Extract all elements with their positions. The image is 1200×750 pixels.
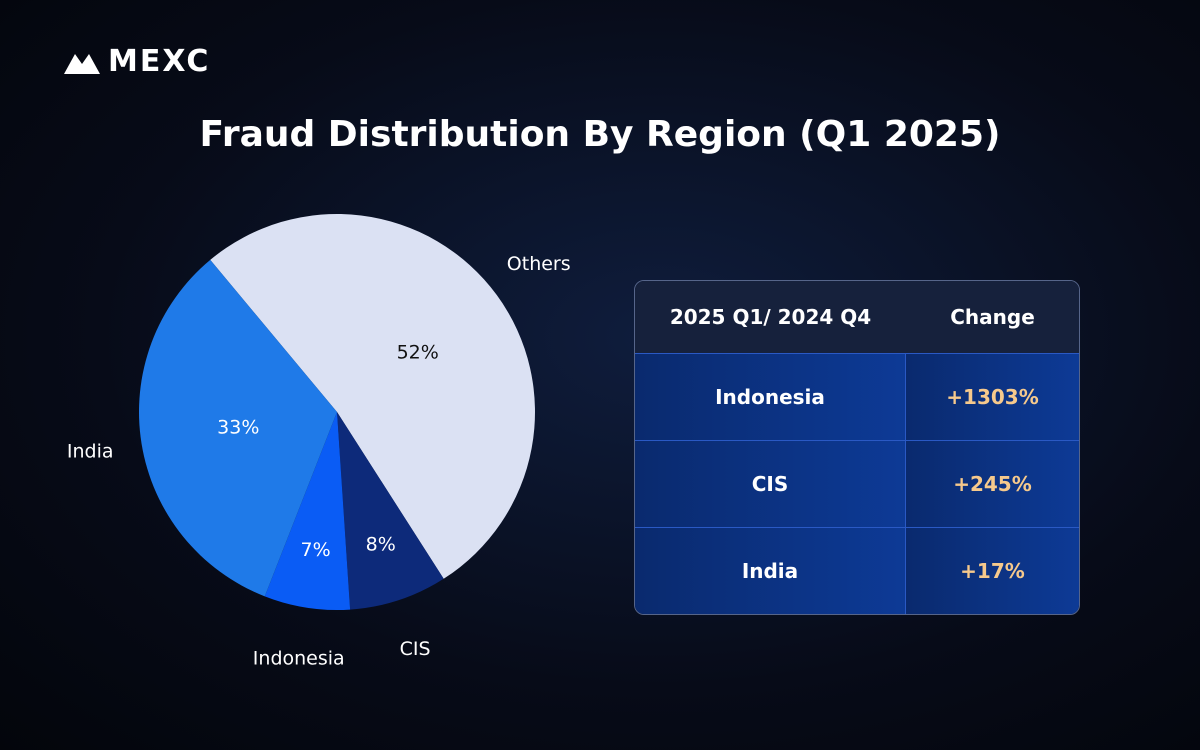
table-header: 2025 Q1/ 2024 Q4 Change <box>635 281 1079 353</box>
pie-slice <box>264 412 351 610</box>
value-label: 52% <box>397 341 439 363</box>
header-cell: Change <box>906 281 1079 353</box>
value-label: 33% <box>217 416 259 438</box>
change-cell: +1303% <box>906 353 1079 440</box>
pie-slice <box>139 259 337 597</box>
change-cell: +17% <box>906 527 1079 614</box>
logo-icon <box>64 53 100 74</box>
table-row: Indonesia +1303% <box>635 353 1079 440</box>
pie-slice <box>210 214 535 579</box>
logo: MEXC <box>64 44 210 79</box>
value-label: 8% <box>366 533 396 555</box>
pie-slice <box>337 412 444 610</box>
chart-title: Fraud Distribution By Region (Q1 2025) <box>199 114 1001 155</box>
pie-chart: 52% Others 8% CIS 7% Indonesia 33% India <box>67 214 571 670</box>
region-cell: Indonesia <box>635 353 906 440</box>
category-label: Others <box>507 253 571 275</box>
category-label: Indonesia <box>253 648 345 670</box>
value-label: 7% <box>301 539 331 561</box>
table-row: India +17% <box>635 527 1079 614</box>
table-row: CIS +245% <box>635 440 1079 527</box>
change-table: 2025 Q1/ 2024 Q4 Change Indonesia +1303% … <box>634 280 1080 615</box>
region-cell: CIS <box>635 440 906 527</box>
logo-text: MEXC <box>108 44 211 79</box>
category-label: India <box>67 440 114 462</box>
header-cell: 2025 Q1/ 2024 Q4 <box>635 281 906 353</box>
change-cell: +245% <box>906 440 1079 527</box>
region-cell: India <box>635 527 906 614</box>
category-label: CIS <box>400 638 431 660</box>
